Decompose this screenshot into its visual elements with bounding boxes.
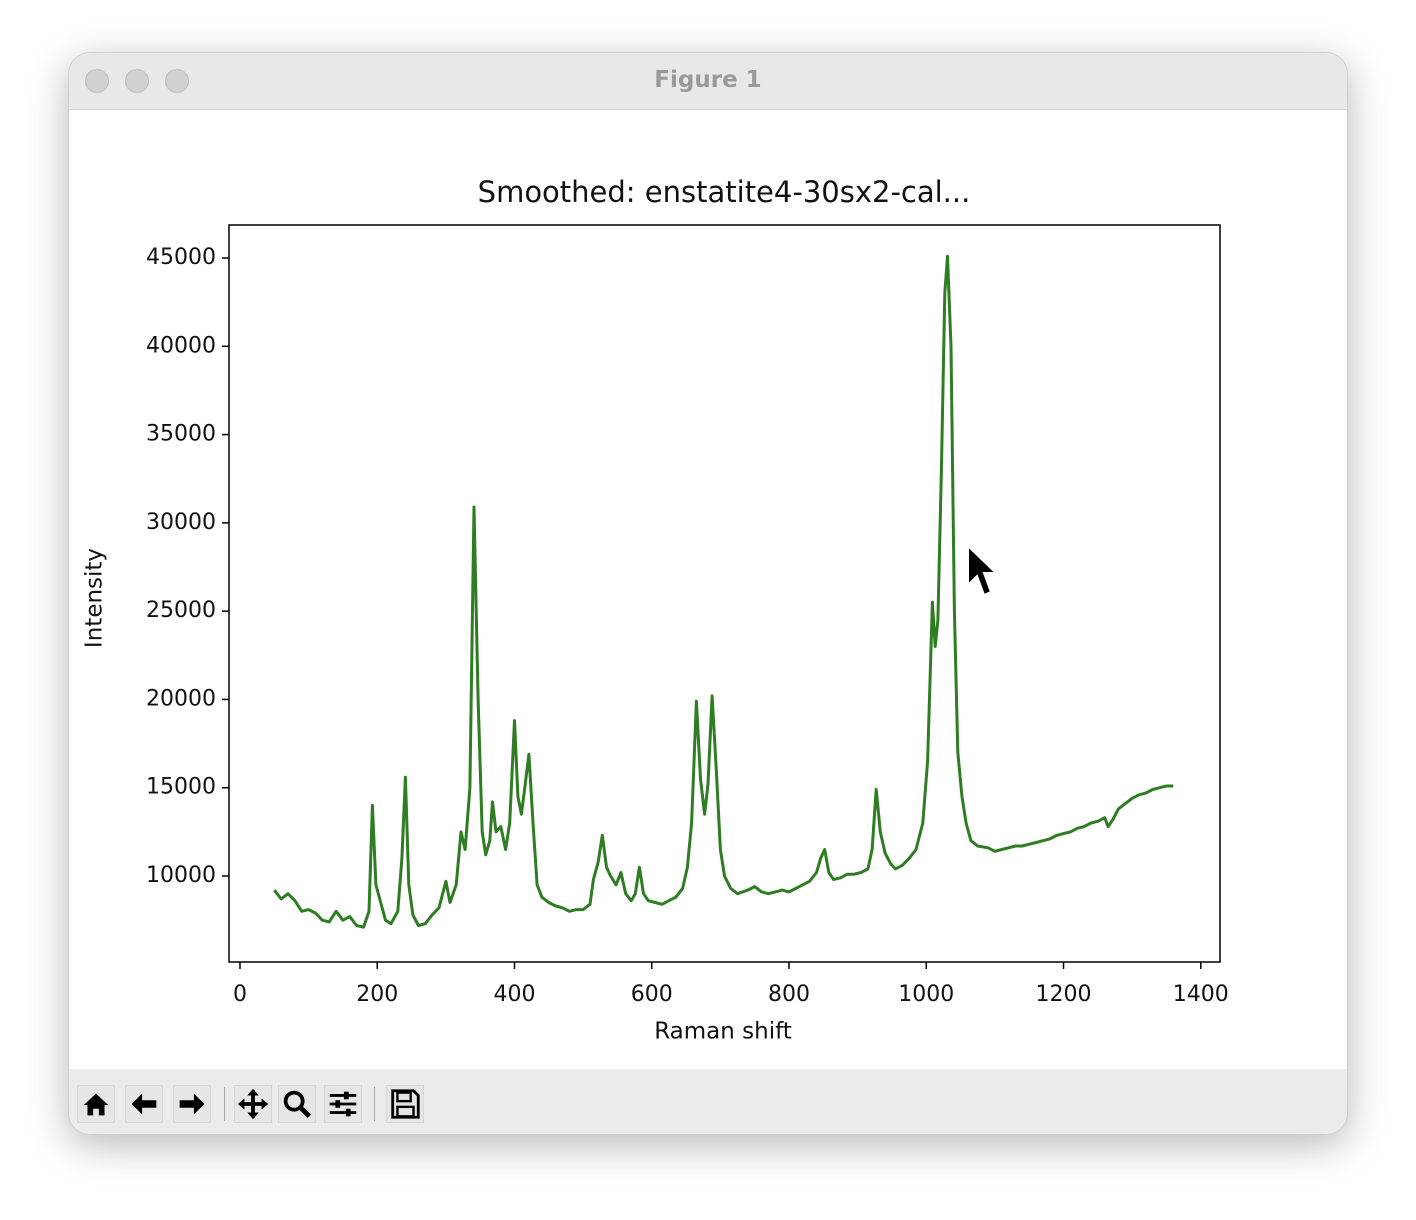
x-tick-label: 1400 (1173, 982, 1229, 1007)
y-tick-label: 45000 (146, 245, 216, 270)
y-tick-label: 35000 (146, 422, 216, 447)
minimize-button[interactable] (125, 69, 149, 93)
y-axis-label: Intensity (82, 548, 108, 648)
y-tick-label: 15000 (146, 775, 216, 800)
forward-button[interactable] (173, 1085, 211, 1123)
y-tick-label: 30000 (146, 510, 216, 535)
x-tick-label: 0 (233, 982, 247, 1007)
save-button[interactable] (386, 1085, 424, 1123)
x-tick-label: 400 (493, 982, 535, 1007)
chart-title: Smoothed: enstatite4-30sx2-cal... (478, 175, 971, 209)
y-tick-label: 40000 (146, 333, 216, 358)
axes-frame (228, 224, 1221, 963)
x-tick-label: 200 (356, 982, 398, 1007)
home-button[interactable] (77, 1085, 115, 1123)
x-tick-label: 600 (631, 982, 673, 1007)
window: Figure 1 (68, 52, 1348, 1135)
toolbar (69, 1069, 1347, 1134)
y-tick-label: 25000 (146, 598, 216, 623)
zoom-button[interactable] (165, 69, 189, 93)
y-tick-label: 10000 (146, 863, 216, 888)
back-button[interactable] (125, 1085, 163, 1123)
pan-button[interactable] (234, 1085, 272, 1123)
x-tick-label: 1200 (1036, 982, 1092, 1007)
x-tick-label: 800 (768, 982, 810, 1007)
separator (224, 1087, 225, 1121)
mouse-cursor (967, 543, 999, 597)
y-tick-label: 20000 (146, 686, 216, 711)
title-bar: Figure 1 (69, 53, 1347, 110)
configure-button[interactable] (324, 1085, 362, 1123)
x-axis-label: Raman shift (654, 1019, 792, 1045)
close-button[interactable] (85, 69, 109, 93)
separator (374, 1087, 375, 1121)
x-tick-label: 1000 (898, 982, 954, 1007)
data-line (273, 254, 1174, 929)
zoom-rect-button[interactable] (278, 1085, 316, 1123)
window-title: Figure 1 (654, 67, 762, 93)
